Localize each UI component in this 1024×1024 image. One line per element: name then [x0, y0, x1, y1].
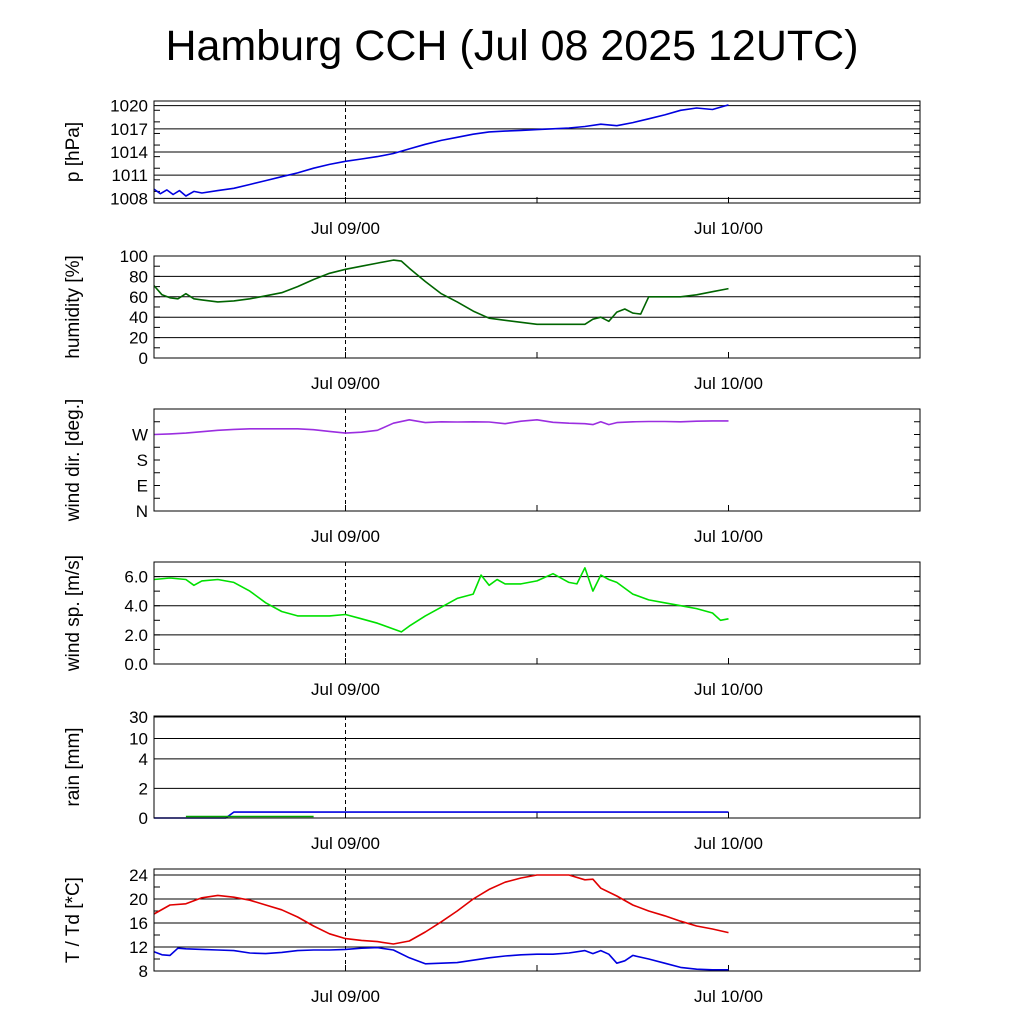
panel-frame	[153, 255, 921, 359]
y-tick-label: 12	[129, 938, 148, 957]
y-tick-label: 0	[139, 349, 148, 368]
panel-frame	[153, 868, 921, 972]
x-tick-label: Jul 10/00	[694, 374, 763, 393]
y-tick-label: 16	[129, 914, 148, 933]
y-tick-label: 80	[129, 267, 148, 286]
y-tick-label: 6.0	[124, 568, 148, 587]
y-axis-label: humidity [%]	[63, 255, 84, 358]
y-tick-label: 10	[129, 729, 148, 748]
series-line	[153, 566, 729, 633]
x-tick-label: Jul 09/00	[311, 680, 380, 699]
series-line	[153, 418, 729, 436]
y-tick-label: 1008	[110, 189, 148, 208]
x-tick-label: Jul 10/00	[694, 527, 763, 546]
y-axis-label: T / Td [*C]	[63, 877, 84, 963]
x-tick-label: Jul 09/00	[311, 374, 380, 393]
series-line	[153, 104, 729, 197]
y-tick-label: 20	[129, 329, 148, 348]
series-line	[153, 874, 729, 945]
y-tick-label: 1014	[110, 143, 148, 162]
series-line	[153, 259, 729, 326]
x-tick-label: Jul 10/00	[694, 987, 763, 1006]
x-tick-label: Jul 09/00	[311, 987, 380, 1006]
y-tick-label: 4.0	[124, 597, 148, 616]
y-tick-label: W	[132, 426, 148, 445]
x-tick-label: Jul 09/00	[311, 527, 380, 546]
y-tick-label: 1017	[110, 120, 148, 139]
x-tick-label: Jul 10/00	[694, 219, 763, 238]
y-tick-label: 60	[129, 288, 148, 307]
y-tick-label: 40	[129, 308, 148, 327]
y-tick-label: 0	[139, 809, 148, 828]
y-tick-label: 1020	[110, 97, 148, 116]
y-tick-label: 4	[139, 750, 148, 769]
x-tick-label: Jul 09/00	[311, 834, 380, 853]
y-tick-label: 24	[129, 866, 148, 885]
panel-frame	[153, 408, 921, 512]
panel-frame	[153, 715, 921, 819]
panel-frame	[153, 561, 921, 665]
x-tick-label: Jul 10/00	[694, 834, 763, 853]
y-tick-label: N	[136, 502, 148, 521]
y-axis-label: wind sp. [m/s]	[63, 555, 84, 672]
y-axis-label: wind dir. [deg.]	[63, 399, 84, 523]
y-tick-label: 30	[129, 708, 148, 727]
series-line	[153, 946, 729, 971]
y-tick-label: E	[137, 477, 148, 496]
y-tick-label: 8	[139, 962, 148, 981]
y-tick-label: 0.0	[124, 655, 148, 674]
y-tick-label: 20	[129, 890, 148, 909]
panel-frame	[153, 100, 921, 204]
x-tick-label: Jul 10/00	[694, 680, 763, 699]
y-tick-label: 2.0	[124, 626, 148, 645]
chart-title: Hamburg CCH (Jul 08 2025 12UTC)	[165, 22, 859, 70]
y-tick-label: 100	[120, 247, 148, 266]
x-tick-label: Jul 09/00	[311, 219, 380, 238]
y-tick-label: S	[137, 451, 148, 470]
y-axis-label: rain [mm]	[63, 727, 84, 806]
y-axis-label: p [hPa]	[63, 122, 84, 182]
y-tick-label: 2	[139, 779, 148, 798]
y-tick-label: 1011	[111, 166, 148, 185]
